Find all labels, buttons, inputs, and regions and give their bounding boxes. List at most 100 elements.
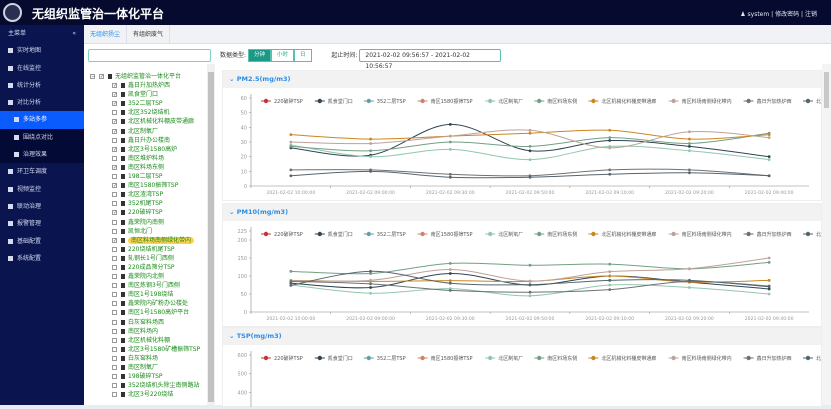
panel-header[interactable]: ⌄ TSP(mg/m3) <box>223 328 821 345</box>
checkbox[interactable] <box>112 228 117 234</box>
tree-node[interactable]: 198二层TSP <box>90 172 206 181</box>
checkbox[interactable] <box>112 219 117 225</box>
tree-node[interactable]: 鑫荣院内北侧 <box>90 272 206 281</box>
checkbox[interactable]: ✓ <box>112 183 118 190</box>
checkbox[interactable] <box>112 201 117 207</box>
scrollbar-thumb[interactable] <box>824 72 829 108</box>
tree-node[interactable]: 南区炼钢3号门西侧 <box>90 281 206 290</box>
checkbox[interactable]: ✓ <box>112 146 118 153</box>
panel-header[interactable]: ⌄ PM10(mg/m3) <box>223 204 821 221</box>
tree-node[interactable]: 南区料场内 <box>90 327 206 336</box>
tree-node[interactable]: 南区制氧厂 <box>90 363 206 372</box>
tree-node[interactable]: 凯恒北门 <box>90 227 206 236</box>
username-link[interactable]: system <box>747 11 770 18</box>
checkbox[interactable] <box>112 310 117 316</box>
tree-node[interactable]: 北区352烧结机 <box>90 108 206 117</box>
checkbox[interactable] <box>112 319 117 325</box>
change-password-link[interactable]: 修改密码 <box>775 11 800 18</box>
sidebar-item[interactable]: 对比分析 <box>0 94 84 111</box>
sidebar-item[interactable]: 联动治理 <box>0 198 84 215</box>
sidebar-item[interactable]: 报警管理 <box>0 215 84 232</box>
tree-node[interactable]: ✓ 南区料场东侧 <box>90 163 206 172</box>
checkbox[interactable] <box>112 283 117 289</box>
expand-toggle-icon[interactable]: − <box>90 74 96 80</box>
collapse-sidebar-button[interactable]: « <box>72 30 76 37</box>
tree-node[interactable]: 北区渣湾TSP <box>90 190 206 199</box>
sidebar-item[interactable]: 围绕点对比 <box>0 128 84 147</box>
sidebar-item[interactable]: 实时地图 <box>0 42 84 59</box>
checkbox[interactable] <box>112 383 117 389</box>
tree-node[interactable]: 北区机械化料棚 <box>90 336 206 345</box>
type-day-button[interactable]: 日 <box>293 49 312 62</box>
tree-node[interactable]: 北区3号220烧结 <box>90 390 206 399</box>
tree-node[interactable]: 白灰窑料场 <box>90 354 206 363</box>
checkbox[interactable] <box>112 337 117 343</box>
sidebar-item[interactable]: 治理效果 <box>0 146 84 164</box>
checkbox[interactable]: ✓ <box>112 210 118 217</box>
checkbox[interactable] <box>112 264 117 270</box>
sidebar-item[interactable]: 系统配置 <box>0 250 84 267</box>
tree-node[interactable]: ✓ 北区机械化料棚皮带通廊 <box>90 117 206 126</box>
checkbox[interactable] <box>112 301 117 307</box>
tree-node[interactable]: 鑫荣院内南侧 <box>90 218 206 227</box>
sidebar-item[interactable]: 基础配置 <box>0 233 84 250</box>
checkbox[interactable] <box>112 155 117 161</box>
checkbox[interactable] <box>112 355 117 361</box>
checkbox[interactable]: ✓ <box>112 92 118 99</box>
checkbox[interactable] <box>112 328 117 334</box>
checkbox[interactable]: ✓ <box>112 119 118 126</box>
tree-node[interactable]: ✓ 鑫日升加热炉西 <box>90 81 206 90</box>
checkbox[interactable] <box>112 365 117 370</box>
tree-node[interactable]: 南区1号198烧结 <box>90 290 206 299</box>
tree-search-input[interactable] <box>88 49 211 62</box>
checkbox[interactable] <box>112 137 117 143</box>
checkbox[interactable]: ✓ <box>112 128 118 135</box>
tree-node[interactable]: ✓ 北区3号1580高炉 <box>90 145 206 154</box>
type-minute-button[interactable]: 分钟 <box>247 49 271 62</box>
tree-node[interactable]: 北区3号1580矿槽振筛TSP <box>90 345 206 354</box>
tree-root[interactable]: − ✓ 无组织监管治一体化平台 <box>90 72 206 81</box>
tree-node[interactable]: 352烧结机头除尘南侧路站 <box>90 381 206 390</box>
checkbox[interactable] <box>112 346 117 352</box>
sidebar-item[interactable]: 视频监控 <box>0 181 84 198</box>
logout-link[interactable]: 注销 <box>804 11 817 18</box>
tree-node[interactable]: 198破碎TSP <box>90 372 206 381</box>
tree-node[interactable]: ✓ 220破碎TSP <box>90 208 206 217</box>
tab-organized-exhaust[interactable]: 有组织废气 <box>127 25 171 44</box>
content-scrollbar[interactable] <box>822 64 831 405</box>
tree-node[interactable]: 白灰窑料场西 <box>90 318 206 327</box>
checkbox[interactable] <box>112 274 117 280</box>
checkbox[interactable] <box>112 110 117 116</box>
checkbox[interactable] <box>112 292 117 298</box>
tree-node[interactable]: 352机尾TSP <box>90 199 206 208</box>
sidebar-item[interactable]: 统计分析 <box>0 77 84 94</box>
tree-node[interactable]: ✓ 南区1580振筛TSP <box>90 181 206 190</box>
checkbox[interactable] <box>112 174 117 180</box>
sidebar-item[interactable]: 多站多参 <box>0 111 84 129</box>
date-range-input[interactable]: 2021-02-02 09:56:57 - 2021-02-02 10:56:5… <box>359 49 502 70</box>
type-hour-button[interactable]: 小时 <box>270 49 294 62</box>
checkbox[interactable] <box>112 255 117 261</box>
checkbox[interactable]: ✓ <box>112 83 118 90</box>
scrollbar-thumb[interactable] <box>208 72 214 402</box>
checkbox[interactable] <box>112 392 117 398</box>
tree-node[interactable]: ✓ 北区制氧厂 <box>90 127 206 136</box>
checkbox[interactable] <box>112 246 117 252</box>
tree-node[interactable]: 220成品筛分TSP <box>90 263 206 272</box>
tree-node[interactable]: 轧钢长1号门西侧 <box>90 254 206 263</box>
checkbox[interactable]: ✓ <box>112 101 118 108</box>
tree-node[interactable]: ✓ 南区料场南侧绿化带内 <box>90 236 206 245</box>
checkbox[interactable]: ✓ <box>99 74 105 80</box>
tree-node[interactable]: 南区堆炉料场 <box>90 154 206 163</box>
checkbox[interactable]: ✓ <box>112 164 118 171</box>
checkbox[interactable] <box>112 374 117 380</box>
tree-node[interactable]: 鑫荣院内矿粉办公楼处 <box>90 299 206 308</box>
checkbox[interactable] <box>112 192 117 198</box>
tree-node[interactable]: ✓ 352二层TSP <box>90 99 206 108</box>
sidebar-item[interactable]: 环卫车调度 <box>0 163 84 180</box>
panel-header[interactable]: ⌄ PM2.5(mg/m3) <box>223 71 821 88</box>
tree-node[interactable]: 南区1号1580高炉平台 <box>90 308 206 317</box>
checkbox[interactable]: ✓ <box>112 237 118 244</box>
tab-fugitive-dust[interactable]: 无组织扬尘 <box>84 25 128 44</box>
tree-node[interactable]: 鑫日升办公楼南 <box>90 136 206 145</box>
